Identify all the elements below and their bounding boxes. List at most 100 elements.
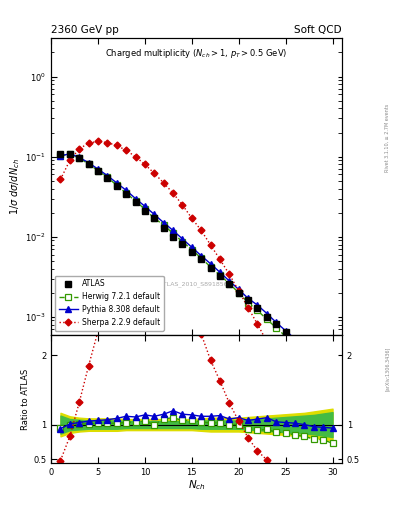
Pythia 8.308 default: [114, 180, 119, 186]
Pythia 8.308 default: [124, 187, 129, 194]
Sherpa 2.2.9 default: [161, 180, 166, 186]
Sherpa 2.2.9 default: [283, 375, 288, 381]
Legend: ATLAS, Herwig 7.2.1 default, Pythia 8.308 default, Sherpa 2.2.9 default: ATLAS, Herwig 7.2.1 default, Pythia 8.30…: [55, 275, 164, 331]
Text: ATLAS_2010_S8918562: ATLAS_2010_S8918562: [160, 282, 233, 287]
Sherpa 2.2.9 default: [330, 471, 335, 477]
Herwig 7.2.1 default: [236, 290, 241, 296]
Herwig 7.2.1 default: [246, 300, 250, 306]
Herwig 7.2.1 default: [189, 247, 194, 253]
Pythia 8.308 default: [330, 368, 335, 374]
Pythia 8.308 default: [77, 154, 82, 160]
Sherpa 2.2.9 default: [77, 146, 82, 152]
Pythia 8.308 default: [293, 336, 298, 342]
Sherpa 2.2.9 default: [189, 215, 194, 221]
Text: Soft QCD: Soft QCD: [294, 25, 342, 35]
Pythia 8.308 default: [152, 211, 157, 218]
Sherpa 2.2.9 default: [105, 139, 110, 145]
Sherpa 2.2.9 default: [133, 154, 138, 160]
Text: Charged multiplicity ($N_{ch}>1$, $p_{T}>0.5$ GeV): Charged multiplicity ($N_{ch}>1$, $p_{T}…: [105, 47, 288, 60]
Herwig 7.2.1 default: [133, 198, 138, 204]
Sherpa 2.2.9 default: [58, 176, 63, 182]
Sherpa 2.2.9 default: [255, 321, 260, 327]
Pythia 8.308 default: [311, 352, 316, 358]
Sherpa 2.2.9 default: [264, 338, 269, 345]
Herwig 7.2.1 default: [124, 190, 129, 196]
Sherpa 2.2.9 default: [246, 305, 250, 311]
Text: Rivet 3.1.10, ≥ 2.7M events: Rivet 3.1.10, ≥ 2.7M events: [385, 104, 390, 173]
Pythia 8.308 default: [86, 160, 91, 166]
Herwig 7.2.1 default: [321, 368, 325, 374]
Line: Herwig 7.2.1 default: Herwig 7.2.1 default: [58, 151, 335, 383]
Pythia 8.308 default: [161, 220, 166, 226]
Herwig 7.2.1 default: [152, 215, 157, 221]
Herwig 7.2.1 default: [114, 182, 119, 188]
Herwig 7.2.1 default: [208, 264, 213, 270]
Herwig 7.2.1 default: [199, 255, 204, 261]
Pythia 8.308 default: [143, 203, 147, 209]
Sherpa 2.2.9 default: [152, 170, 157, 176]
Herwig 7.2.1 default: [330, 377, 335, 383]
Pythia 8.308 default: [68, 151, 72, 157]
X-axis label: $N_{ch}$: $N_{ch}$: [187, 479, 206, 493]
Herwig 7.2.1 default: [171, 230, 175, 237]
Sherpa 2.2.9 default: [208, 242, 213, 248]
Pythia 8.308 default: [283, 328, 288, 334]
Text: [arXiv:1306.3436]: [arXiv:1306.3436]: [385, 347, 390, 391]
Pythia 8.308 default: [227, 278, 232, 284]
Pythia 8.308 default: [208, 261, 213, 267]
Herwig 7.2.1 default: [302, 350, 307, 356]
Herwig 7.2.1 default: [143, 206, 147, 212]
Pythia 8.308 default: [218, 269, 222, 275]
Sherpa 2.2.9 default: [199, 227, 204, 233]
Herwig 7.2.1 default: [58, 153, 63, 159]
Sherpa 2.2.9 default: [218, 257, 222, 263]
Sherpa 2.2.9 default: [95, 138, 100, 144]
Pythia 8.308 default: [105, 173, 110, 179]
Herwig 7.2.1 default: [283, 333, 288, 339]
Text: 2360 GeV pp: 2360 GeV pp: [51, 25, 119, 35]
Pythia 8.308 default: [171, 227, 175, 233]
Pythia 8.308 default: [58, 153, 63, 159]
Pythia 8.308 default: [246, 295, 250, 302]
Line: Pythia 8.308 default: Pythia 8.308 default: [58, 151, 335, 374]
Pythia 8.308 default: [133, 196, 138, 202]
Herwig 7.2.1 default: [161, 222, 166, 228]
Sherpa 2.2.9 default: [302, 412, 307, 418]
Pythia 8.308 default: [199, 252, 204, 259]
Pythia 8.308 default: [302, 344, 307, 350]
Herwig 7.2.1 default: [68, 151, 72, 157]
Herwig 7.2.1 default: [180, 239, 185, 245]
Herwig 7.2.1 default: [218, 272, 222, 279]
Y-axis label: Ratio to ATLAS: Ratio to ATLAS: [21, 368, 30, 430]
Sherpa 2.2.9 default: [143, 161, 147, 167]
Pythia 8.308 default: [95, 166, 100, 172]
Sherpa 2.2.9 default: [274, 357, 279, 363]
Herwig 7.2.1 default: [77, 155, 82, 161]
Sherpa 2.2.9 default: [171, 190, 175, 196]
Sherpa 2.2.9 default: [321, 450, 325, 456]
Sherpa 2.2.9 default: [293, 394, 298, 400]
Herwig 7.2.1 default: [95, 167, 100, 174]
Pythia 8.308 default: [255, 302, 260, 308]
Herwig 7.2.1 default: [293, 343, 298, 349]
Pythia 8.308 default: [321, 360, 325, 367]
Sherpa 2.2.9 default: [114, 142, 119, 148]
Herwig 7.2.1 default: [86, 161, 91, 167]
Y-axis label: $1/\sigma\;d\sigma/dN_{ch}$: $1/\sigma\;d\sigma/dN_{ch}$: [9, 158, 22, 215]
Pythia 8.308 default: [264, 310, 269, 316]
Herwig 7.2.1 default: [227, 281, 232, 287]
Herwig 7.2.1 default: [311, 359, 316, 366]
Pythia 8.308 default: [236, 286, 241, 292]
Pythia 8.308 default: [180, 236, 185, 242]
Sherpa 2.2.9 default: [86, 140, 91, 146]
Herwig 7.2.1 default: [255, 307, 260, 313]
Herwig 7.2.1 default: [274, 325, 279, 331]
Sherpa 2.2.9 default: [180, 202, 185, 208]
Pythia 8.308 default: [274, 319, 279, 326]
Sherpa 2.2.9 default: [124, 147, 129, 154]
Sherpa 2.2.9 default: [311, 431, 316, 437]
Herwig 7.2.1 default: [105, 175, 110, 181]
Sherpa 2.2.9 default: [68, 157, 72, 163]
Line: Sherpa 2.2.9 default: Sherpa 2.2.9 default: [58, 139, 335, 476]
Sherpa 2.2.9 default: [227, 271, 232, 278]
